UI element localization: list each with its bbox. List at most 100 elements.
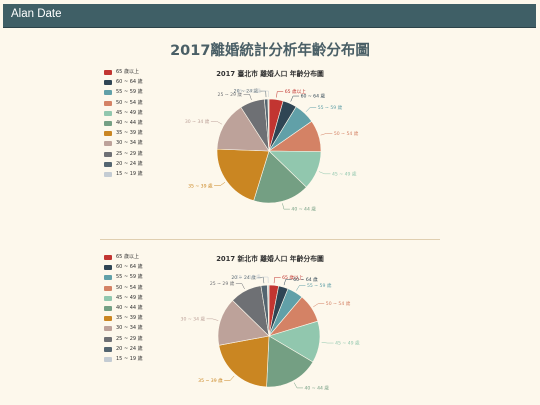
pie-slice[interactable] [253,150,307,204]
pie-slice-label: 40 ~ 44 歲 [291,206,316,213]
legend-label: 35 ~ 39 歲 [116,315,143,322]
pie-leader-line [224,375,235,381]
pie-slice-label: 35 ~ 39 歲 [198,377,223,384]
pie-slice[interactable] [216,106,270,152]
legend-swatch [104,326,112,332]
pie-slice[interactable] [267,98,270,152]
chart-title-newtaipei: 2017 新北市 離婚人口 年齡分布圖 [216,255,324,263]
legend-label: 30 ~ 34 歲 [116,325,143,332]
pie-slice-label: 55 ~ 59 歲 [307,282,332,289]
pie-slice-label: 60 ~ 64 歲 [301,93,326,100]
pie-slice-label: 65 歲以上 [282,274,303,281]
legend-label: 60 ~ 64 歲 [116,79,143,86]
chart-title-taipei: 2017 臺北市 離婚人口 年齡分布圖 [216,70,324,78]
legend-label: 35 ~ 39 歲 [116,130,143,137]
legend-label: 15 ~ 19 歲 [116,171,143,177]
pie-leader-line [305,107,317,112]
legend-label: 55 ~ 59 歲 [116,89,143,96]
pie-leader-line [320,133,333,136]
pie-slice[interactable] [217,299,270,346]
legend-label: 20 ~ 24 歲 [116,345,143,352]
pie-leader-line [262,90,269,98]
legend-swatch [104,131,112,137]
pie-slice-label: 65 歲以上 [285,88,306,95]
page-title: 2017離婚統計分析年齡分布圖 [170,43,370,59]
legend-swatch [104,336,112,342]
legend-label: 55 ~ 59 歲 [116,274,143,281]
legend-swatch [104,141,112,147]
pie-slice[interactable] [218,335,270,388]
pie-slice-label: 20 ~ 24 歲 [234,88,259,95]
legend-swatch [104,255,112,260]
legend-swatch [104,100,112,106]
legend-label: 50 ~ 54 歲 [116,99,143,106]
legend-label: 65 歲以上 [116,69,139,75]
pie-slice-label: 45 ~ 49 歲 [335,340,360,347]
pie-slice-label: 50 ~ 54 歲 [326,300,351,307]
legend-label: 40 ~ 44 歲 [116,305,143,311]
pie-leader-line [206,318,219,321]
pie-leader-line [293,382,303,389]
legend-label: 65 歲以上 [116,254,139,260]
legend-label: 50 ~ 54 歲 [116,284,143,291]
pie-slice-label: 30 ~ 34 歲 [181,315,206,322]
pie-leader-line [283,279,292,286]
pie-leader-line [290,95,300,102]
pie-leader-line [262,276,269,284]
legend-label: 45 ~ 49 歲 [116,109,143,116]
pie-leader-line [257,277,265,284]
pie-slice-label: 40 ~ 44 歲 [304,385,329,392]
legend-label: 25 ~ 29 歲 [116,150,143,157]
legend-swatch [104,295,112,301]
pie-slice-label: 25 ~ 29 歲 [218,91,243,98]
pie-leader-line [210,121,223,125]
legend-label: 30 ~ 34 歲 [116,140,143,147]
legend-swatch [104,161,112,167]
legend-label: 60 ~ 64 歲 [116,264,143,271]
pie-leader-line [282,203,290,210]
pie-slice-label: 25 ~ 29 歲 [210,280,235,287]
pie-slice-label: 45 ~ 49 歲 [332,170,357,177]
legend-swatch [104,346,112,352]
legend-swatch [104,172,112,177]
legend-label: 15 ~ 19 歲 [116,356,143,362]
pie-slice-label: 30 ~ 34 歲 [185,118,210,125]
legend-swatch [104,357,112,362]
app-title: Alan Date [11,8,62,20]
legend-swatch [104,285,112,291]
legend-swatch [104,70,112,75]
pie-slice-label: 35 ~ 39 歲 [188,182,213,189]
pie-leader-line [321,342,334,344]
legend-swatch [104,265,112,271]
top-bar: Alan Date [3,4,536,28]
pie-slice-label: 15 ~ 19 歲 [236,88,261,95]
legend-swatch [104,306,112,311]
legend-swatch [104,110,112,116]
pie-leader-line [318,171,331,175]
pie-slice-label: 20 ~ 24 歲 [231,274,256,281]
pie-slice-label: 50 ~ 54 歲 [334,130,359,137]
legend-label: 45 ~ 49 歲 [116,294,143,301]
pie-leader-line [276,91,284,98]
legend-label: 20 ~ 24 歲 [116,160,143,167]
legend-swatch [104,316,112,322]
legend-swatch [104,90,112,96]
legend-swatch [104,121,112,126]
pie-leader-line [214,182,226,186]
pie-leader-line [243,93,252,101]
legend-label: 25 ~ 29 歲 [116,335,143,342]
legend-swatch [104,275,112,281]
pie-slice[interactable] [267,284,270,337]
pie-slice[interactable] [266,335,314,388]
pie-slice[interactable] [216,148,270,202]
pie-slice-label: 55 ~ 59 歲 [318,104,343,111]
legend-swatch [104,151,112,157]
pie-leader-line [273,277,281,284]
pie-leader-line [296,285,306,291]
pie-slice-label: 60 ~ 64 歲 [293,276,318,283]
section-divider [100,239,440,240]
pie-leader-line [235,283,245,290]
legend-label: 40 ~ 44 歲 [116,120,143,126]
